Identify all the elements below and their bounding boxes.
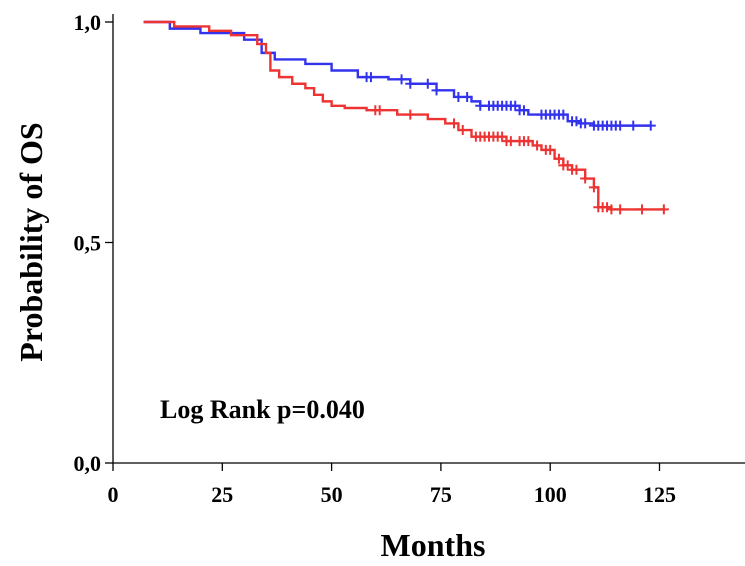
x-tick-label: 25 xyxy=(211,482,233,507)
censor-mark-1 xyxy=(580,173,591,184)
censor-mark-0 xyxy=(628,120,639,131)
censor-mark-1 xyxy=(588,182,599,193)
censor-mark-0 xyxy=(453,91,464,102)
censor-mark-1 xyxy=(457,125,468,136)
x-tick-label: 0 xyxy=(108,482,119,507)
censor-mark-1 xyxy=(615,204,626,215)
tick-labels: 0 25 50 75 100 125 0,0 0,5 1,0 xyxy=(74,10,677,507)
y-tick-label: 0,0 xyxy=(74,451,102,476)
y-axis-title: Probability of OS xyxy=(13,122,49,361)
censor-mark-1 xyxy=(523,136,534,147)
x-tick-label: 50 xyxy=(321,482,343,507)
censor-mark-0 xyxy=(615,120,626,131)
censor-mark-1 xyxy=(606,204,617,215)
censor-mark-0 xyxy=(462,91,473,102)
censor-mark-1 xyxy=(658,204,669,215)
plot-area xyxy=(143,20,669,215)
log-rank-annotation: Log Rank p=0.040 xyxy=(160,395,365,424)
x-tick-label: 125 xyxy=(643,482,676,507)
censor-mark-0 xyxy=(422,78,433,89)
censor-mark-0 xyxy=(365,72,376,83)
x-axis-title: Months xyxy=(381,527,486,563)
censor-mark-1 xyxy=(562,160,573,171)
censor-mark-1 xyxy=(553,153,564,164)
censor-mark-1 xyxy=(532,140,543,151)
y-tick-label: 1,0 xyxy=(74,10,102,35)
x-tick-label: 75 xyxy=(430,482,452,507)
censor-mark-1 xyxy=(545,144,556,155)
censor-mark-1 xyxy=(637,204,648,215)
censor-mark-0 xyxy=(475,100,486,111)
x-tick-label: 100 xyxy=(534,482,567,507)
censor-mark-1 xyxy=(449,118,460,129)
censor-mark-0 xyxy=(645,120,656,131)
censor-mark-0 xyxy=(431,85,442,96)
censor-mark-1 xyxy=(505,136,516,147)
censor-mark-0 xyxy=(405,78,416,89)
censor-mark-1 xyxy=(497,131,508,142)
axes xyxy=(105,14,745,471)
censor-mark-0 xyxy=(571,116,582,127)
censor-mark-0 xyxy=(396,74,407,85)
censor-mark-0 xyxy=(518,105,529,116)
y-tick-label: 0,5 xyxy=(74,231,102,256)
censor-mark-0 xyxy=(510,100,521,111)
censor-mark-1 xyxy=(602,202,613,213)
censor-mark-0 xyxy=(558,109,569,120)
censor-mark-0 xyxy=(580,118,591,129)
censor-mark-1 xyxy=(374,105,385,116)
censor-mark-1 xyxy=(571,164,582,175)
censor-mark-1 xyxy=(405,109,416,120)
